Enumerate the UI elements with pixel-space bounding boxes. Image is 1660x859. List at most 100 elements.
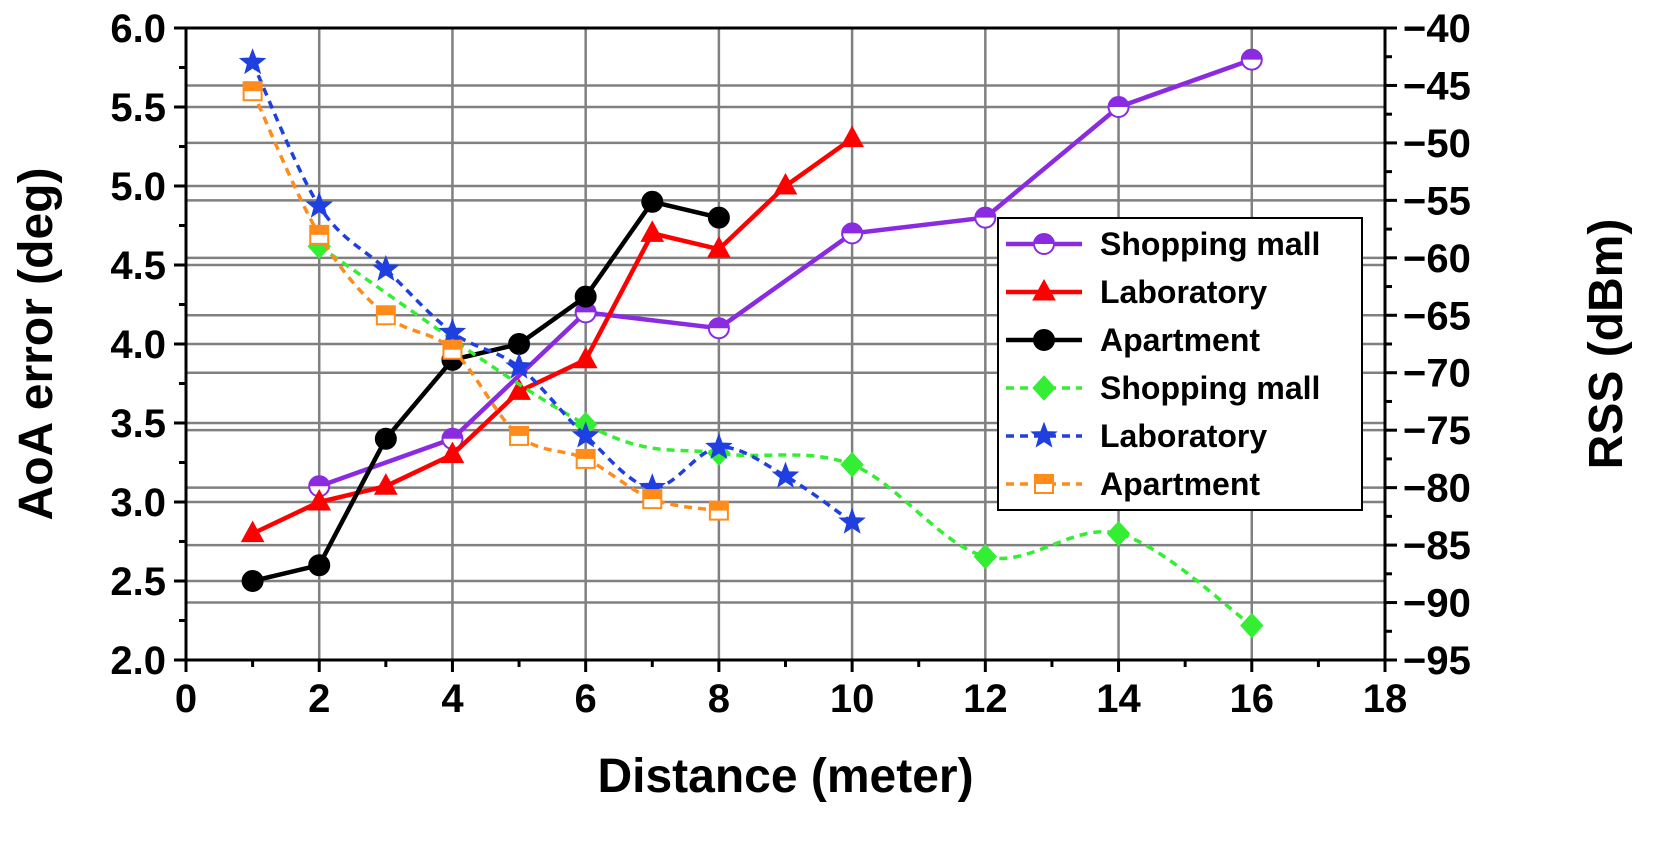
- data-point: [440, 441, 465, 464]
- legend-marker: [1032, 375, 1056, 401]
- legend-box: [997, 217, 1363, 511]
- data-point: [308, 554, 331, 577]
- data-point: [707, 236, 731, 258]
- data-point: [1106, 520, 1131, 547]
- data-point: [438, 318, 467, 345]
- data-point: [641, 190, 664, 213]
- series-line: [251, 136, 854, 536]
- y-tick-label: 2.0: [110, 639, 166, 683]
- y-tick-label: 5.5: [110, 86, 166, 130]
- series-4: [238, 48, 866, 534]
- legend-item: Apartment: [1006, 322, 1260, 358]
- legend-label: Laboratory: [1100, 274, 1267, 310]
- x-tick-label: 8: [708, 677, 730, 721]
- series-3: [307, 233, 1264, 639]
- data-point: [840, 451, 864, 478]
- y2-tick-label: −70: [1403, 352, 1471, 396]
- data-point: [442, 339, 463, 360]
- y-tick-label: 3.0: [110, 481, 166, 525]
- series-layer: [238, 48, 1264, 639]
- x-tick-label: 4: [441, 677, 464, 721]
- x-tick-label: 6: [575, 677, 597, 721]
- marker-half: [443, 340, 462, 350]
- legend-item: Apartment: [1006, 466, 1260, 502]
- y2-axis-title: RSS (dBm): [1580, 219, 1633, 470]
- legend-label: Laboratory: [1100, 418, 1267, 454]
- data-point: [1240, 612, 1264, 639]
- data-point: [508, 333, 531, 355]
- y2-tick-label: −80: [1403, 467, 1471, 511]
- legend-label: Apartment: [1100, 466, 1260, 502]
- marker-half: [842, 223, 863, 234]
- marker-half: [1241, 49, 1262, 60]
- legend-item: Shopping mall: [1006, 226, 1320, 262]
- y-tick-label: 5.0: [110, 165, 166, 209]
- data-point: [705, 432, 733, 460]
- data-point: [372, 254, 400, 281]
- data-point: [642, 489, 663, 510]
- marker-half: [975, 207, 996, 218]
- marker-half: [576, 449, 595, 459]
- legend-label: Apartment: [1100, 322, 1260, 358]
- data-point: [509, 425, 530, 446]
- x-tick-label: 2: [308, 677, 330, 721]
- legend-label: Shopping mall: [1100, 226, 1320, 262]
- data-point: [841, 222, 864, 245]
- ticks: 0 2 4 6 8 10 12 14 16 18 2.0 2.5 3.0 3.5 4.0 4.5 5.0 5.5 6…: [110, 7, 1470, 721]
- marker-half: [708, 318, 729, 329]
- marker-half: [376, 306, 395, 316]
- y2-tick-label: −55: [1403, 179, 1471, 223]
- data-point: [373, 473, 398, 495]
- marker-half: [442, 428, 463, 439]
- x-axis-title: Distance (meter): [597, 750, 973, 803]
- data-point: [309, 224, 330, 245]
- x-tick-label: 18: [1363, 677, 1408, 721]
- legend-item: Shopping mall: [1006, 370, 1320, 406]
- data-point: [838, 507, 866, 534]
- data-point: [974, 206, 997, 229]
- data-point: [574, 285, 597, 308]
- x-tick-label: 16: [1230, 677, 1275, 721]
- series-1: [240, 125, 864, 543]
- series-line: [251, 61, 854, 524]
- data-point: [375, 305, 396, 326]
- x-tick-label: 12: [963, 677, 1008, 721]
- data-point: [575, 448, 596, 469]
- marker-half: [243, 82, 262, 92]
- y2-tick-label: −45: [1403, 64, 1471, 108]
- y-tick-label: 6.0: [110, 7, 166, 51]
- data-point: [773, 172, 798, 195]
- data-point: [973, 543, 998, 570]
- data-point: [571, 421, 600, 448]
- y2-tick-label: −90: [1403, 582, 1471, 626]
- data-point: [242, 81, 263, 102]
- data-point: [307, 488, 332, 511]
- marker-half: [309, 476, 330, 487]
- x-tick-label: 10: [830, 677, 875, 721]
- data-point: [505, 352, 533, 379]
- y-tick-label: 4.0: [110, 323, 166, 367]
- marker-half: [643, 490, 662, 500]
- y2-tick-label: −75: [1403, 409, 1471, 453]
- data-point: [1240, 48, 1263, 71]
- data-point: [840, 125, 864, 148]
- data-point: [240, 520, 265, 543]
- data-point: [238, 48, 267, 75]
- data-point: [708, 500, 729, 521]
- data-point: [1107, 96, 1130, 118]
- legend-marker: [1030, 421, 1058, 448]
- series-2: [241, 190, 730, 592]
- data-point: [640, 220, 665, 242]
- y2-tick-label: −40: [1403, 7, 1471, 51]
- series-line: [251, 90, 720, 513]
- data-point: [573, 346, 598, 369]
- y2-tick-label: −60: [1403, 237, 1471, 281]
- legend-marker: [1033, 233, 1055, 255]
- series-line: [318, 57, 1253, 489]
- series-line: [252, 199, 720, 584]
- marker-half: [510, 426, 529, 436]
- series-0: [308, 48, 1263, 498]
- y2-tick-label: −85: [1403, 524, 1471, 568]
- data-point: [241, 570, 264, 592]
